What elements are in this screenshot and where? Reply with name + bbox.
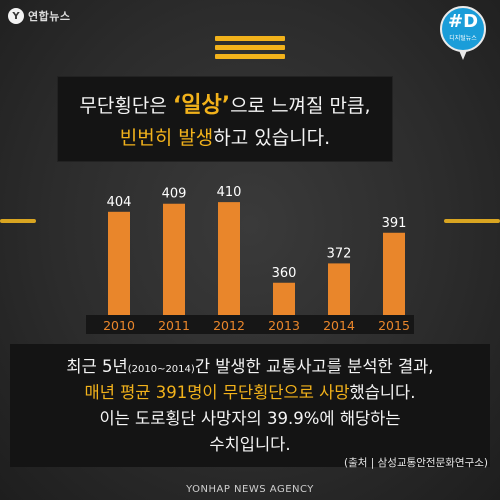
- badge-sub-text: 디지털뉴스: [449, 35, 477, 42]
- bottom-caption-box: 최근 5년(2010~2014)간 발생한 교통사고를 분석한 결과, 매년 평…: [10, 344, 490, 467]
- bottom-caption-highlight: 매년 평균 391명이 무단횡단으로 사망: [84, 383, 350, 402]
- yonhap-logo-text: 연합뉴스: [28, 10, 71, 23]
- bottom-caption-line-2: 매년 평균 391명이 무단횡단으로 사망했습니다.: [10, 379, 490, 403]
- top-caption-text: 으로 느껴질 만큼,: [230, 95, 371, 117]
- value-label-2013: 360: [272, 266, 297, 281]
- bar-2011: [163, 203, 185, 315]
- top-caption-highlight: 빈번히 발생: [119, 127, 214, 149]
- road-line-left: [0, 219, 36, 223]
- bottom-caption-text: 간 발생한 교통사고를 분석한 결과,: [194, 357, 434, 376]
- x-tick-label-2010: 2010: [103, 318, 135, 333]
- badge-pin-tip: [458, 48, 468, 60]
- bottom-caption-text: 최근 5년: [66, 357, 128, 376]
- yonhap-logo-mark: Y: [8, 8, 24, 24]
- x-tick-label-2015: 2015: [378, 318, 410, 333]
- x-tick-label-2012: 2012: [213, 318, 245, 333]
- bar-2014: [328, 263, 350, 315]
- bottom-caption-line-4: 수치입니다.: [209, 435, 291, 454]
- bar-2015: [383, 232, 405, 315]
- x-tick-label-2014: 2014: [323, 318, 355, 333]
- hamburger-bar-1: [215, 36, 285, 41]
- x-tick-label-2013: 2013: [268, 318, 300, 333]
- road-line-right: [444, 219, 500, 223]
- digital-news-badge: #D 디지털뉴스: [440, 6, 486, 66]
- bar-2012: [218, 202, 240, 315]
- hamburger-bar-2: [215, 45, 285, 50]
- badge-main-text: #D: [447, 11, 479, 32]
- source-note: (출처 | 삼성교통안전문화연구소): [344, 457, 488, 469]
- top-caption-box: 무단횡단은 ‘일상’으로 느껴질 만큼, 빈번히 발생하고 있습니다.: [58, 77, 392, 161]
- bar-2013: [273, 282, 295, 315]
- agency-credit: YONHAP NEWS AGENCY: [186, 484, 314, 495]
- bar-2010: [108, 211, 130, 315]
- bottom-caption-line-1: 최근 5년(2010~2014)간 발생한 교통사고를 분석한 결과,: [10, 353, 490, 377]
- value-label-2015: 391: [382, 216, 407, 231]
- top-caption-line-1: 무단횡단은 ‘일상’으로 느껴질 만큼,: [58, 87, 392, 119]
- value-label-2011: 409: [162, 187, 187, 202]
- x-tick-label-2011: 2011: [158, 318, 190, 333]
- bottom-caption-line-3: 이는 도로횡단 사망자의 39.9%에 해당하는: [99, 409, 401, 428]
- value-label-2010: 404: [107, 195, 132, 210]
- top-caption-quote: ‘일상’: [172, 93, 231, 118]
- hamburger-bar-3: [215, 54, 285, 59]
- bottom-caption-period: (2010~2014): [127, 364, 195, 375]
- top-caption-text: 하고 있습니다.: [213, 127, 331, 149]
- x-axis-band: [86, 315, 414, 334]
- value-label-2014: 372: [327, 246, 352, 261]
- yonhap-logo: Y 연합뉴스: [8, 8, 70, 24]
- top-caption-line-2: 빈번히 발생하고 있습니다.: [58, 123, 392, 150]
- bottom-caption-text: 했습니다.: [349, 383, 416, 402]
- badge-circle: #D 디지털뉴스: [440, 6, 486, 52]
- top-caption-text: 무단횡단은: [79, 95, 173, 117]
- value-label-2012: 410: [217, 185, 242, 200]
